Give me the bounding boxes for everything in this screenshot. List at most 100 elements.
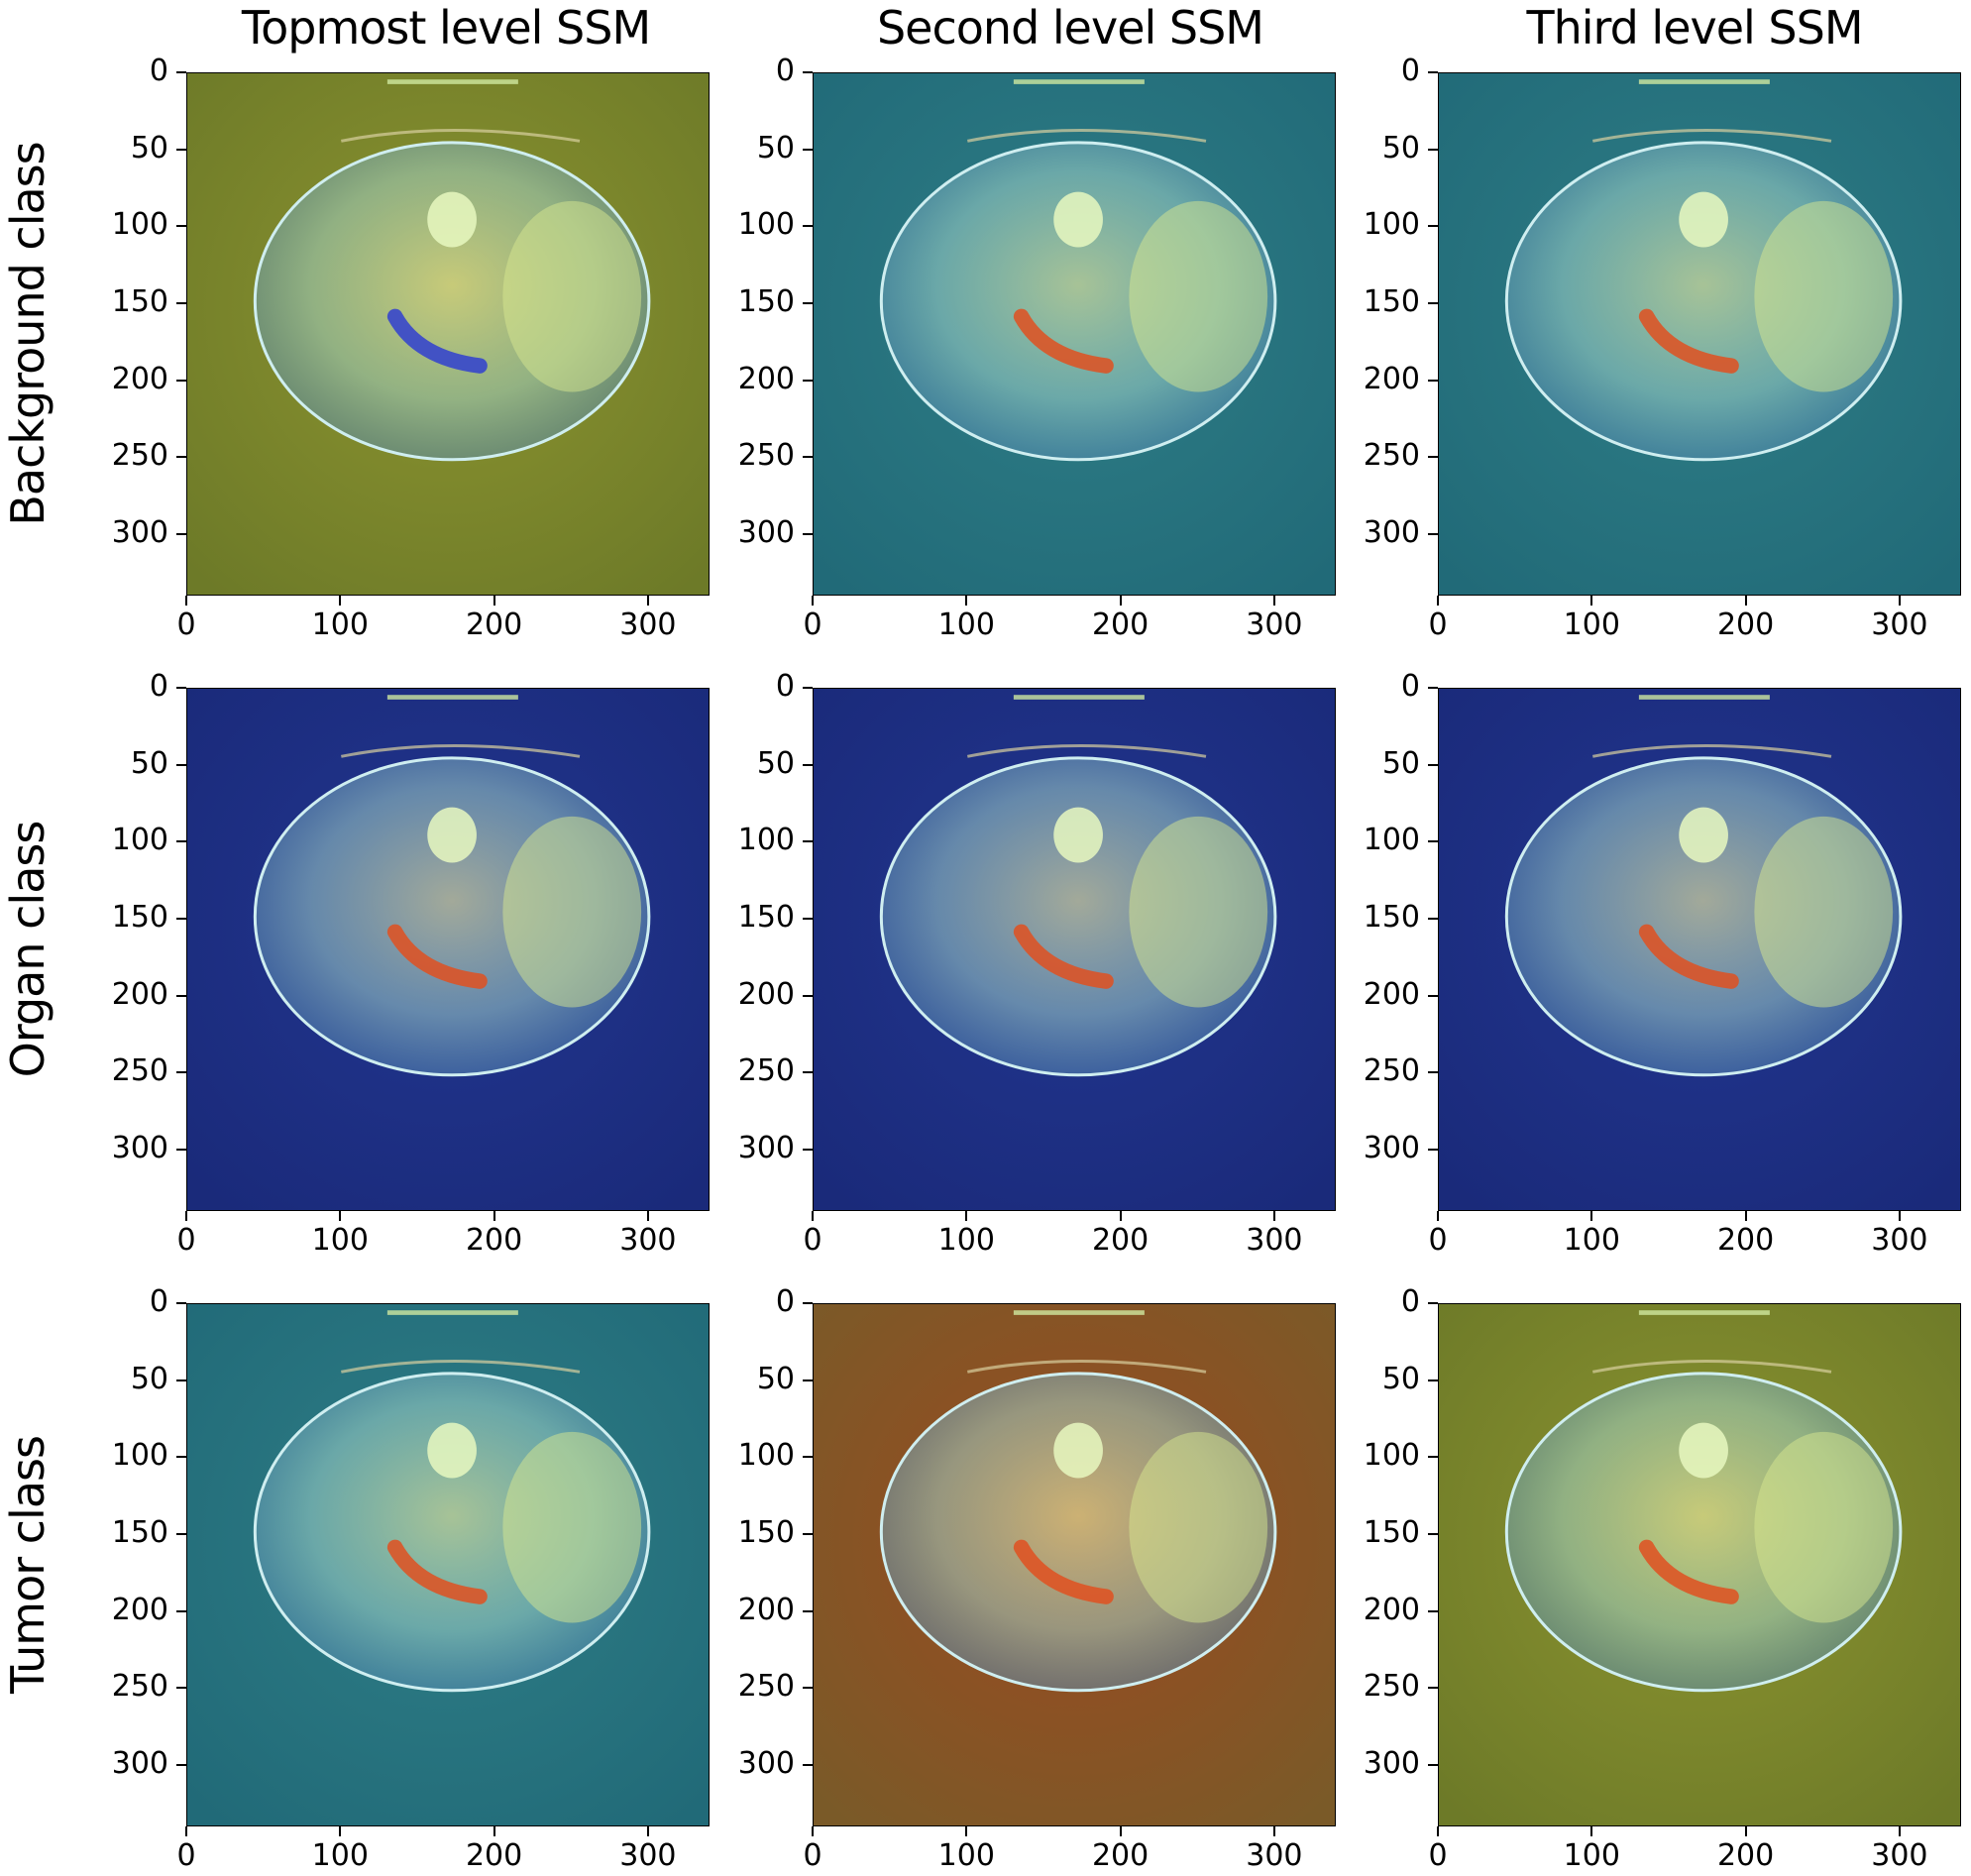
y-tick-mark: [176, 1071, 186, 1074]
y-tick-mark: [1428, 917, 1438, 920]
y-tick-label: 200: [737, 976, 795, 1012]
y-tick-mark: [176, 840, 186, 843]
x-tick-label: 300: [1871, 607, 1928, 642]
x-tick-mark: [1437, 1826, 1439, 1836]
y-tick-mark: [1428, 1071, 1438, 1074]
x-tick-mark: [493, 596, 495, 606]
activation-hotspot: [386, 924, 488, 989]
y-tick-label: 300: [111, 514, 168, 550]
y-tick-label: 150: [111, 899, 168, 935]
y-tick-label: 150: [1363, 899, 1420, 935]
y-tick-mark: [803, 1071, 813, 1074]
y-tick-label: 250: [737, 1669, 795, 1705]
y-tick-label: 50: [130, 745, 168, 781]
y-tick-mark: [1428, 687, 1438, 689]
x-tick-mark: [646, 1826, 649, 1836]
heatmap-image: [1438, 72, 1961, 596]
x-tick-label: 100: [937, 1223, 995, 1258]
spine-region: [1679, 807, 1728, 863]
liver-region: [1754, 1431, 1894, 1623]
y-tick-label: 300: [737, 1745, 795, 1781]
x-tick-mark: [1437, 596, 1439, 606]
x-tick-label: 200: [465, 607, 523, 642]
y-tick-mark: [1428, 379, 1438, 382]
liver-region: [502, 1431, 642, 1623]
y-tick-label: 150: [1363, 283, 1420, 319]
x-tick-label: 0: [1428, 1223, 1448, 1258]
activation-hotspot: [1638, 308, 1739, 374]
y-tick-label: 50: [130, 1361, 168, 1396]
y-tick-mark: [803, 1148, 813, 1151]
x-tick-label: 300: [619, 1223, 677, 1258]
y-tick-label: 300: [1363, 1130, 1420, 1165]
x-tick-label: 100: [1563, 1223, 1620, 1258]
y-tick-label: 0: [1400, 1284, 1420, 1319]
x-tick-mark: [1744, 1211, 1747, 1221]
y-tick-mark: [1428, 840, 1438, 843]
heatmap-svg: [814, 689, 1335, 1210]
heatmap-svg: [814, 73, 1335, 595]
y-tick-label: 0: [1400, 669, 1420, 704]
y-tick-label: 300: [737, 1130, 795, 1165]
y-tick-mark: [1428, 71, 1438, 73]
heatmap-image: [813, 688, 1336, 1211]
x-tick-mark: [1744, 596, 1747, 606]
y-tick-label: 150: [737, 899, 795, 935]
x-tick-label: 300: [1246, 1838, 1303, 1873]
y-tick-mark: [803, 994, 813, 997]
y-tick-label: 0: [1400, 54, 1420, 88]
x-tick-mark: [1898, 596, 1901, 606]
y-tick-label: 150: [111, 1514, 168, 1550]
y-tick-mark: [176, 456, 186, 459]
y-tick-label: 200: [1363, 361, 1420, 396]
y-tick-mark: [803, 71, 813, 73]
y-tick-mark: [803, 1379, 813, 1381]
skin-edge-arc: [1592, 1359, 1832, 1374]
y-tick-mark: [1428, 1148, 1438, 1151]
y-tick-label: 0: [775, 1284, 795, 1319]
y-tick-label: 250: [111, 1053, 168, 1089]
y-tick-mark: [176, 994, 186, 997]
table-artifact-line: [1013, 1310, 1145, 1315]
x-tick-mark: [1119, 596, 1122, 606]
x-tick-mark: [1744, 1826, 1747, 1836]
x-tick-mark: [339, 596, 342, 606]
x-tick-label: 200: [1091, 1223, 1150, 1258]
y-tick-label: 0: [149, 1284, 168, 1319]
x-tick-mark: [493, 1826, 495, 1836]
y-tick-mark: [1428, 763, 1438, 766]
y-tick-label: 0: [149, 54, 168, 88]
liver-region: [502, 200, 642, 392]
y-tick-label: 100: [1363, 823, 1420, 858]
y-tick-label: 0: [775, 669, 795, 704]
y-tick-mark: [803, 1302, 813, 1304]
y-tick-mark: [803, 763, 813, 766]
heatmap-image: [1438, 688, 1961, 1211]
y-tick-mark: [803, 225, 813, 228]
spine-region: [427, 807, 477, 863]
activation-hotspot: [386, 1539, 488, 1604]
y-tick-label: 100: [737, 823, 795, 858]
x-tick-label: 300: [619, 1838, 677, 1873]
y-tick-label: 50: [1381, 1361, 1420, 1396]
x-tick-mark: [1898, 1211, 1901, 1221]
y-tick-mark: [1428, 532, 1438, 535]
y-tick-mark: [176, 379, 186, 382]
y-tick-label: 50: [1381, 130, 1420, 166]
spine-region: [1679, 1422, 1728, 1479]
y-tick-mark: [176, 1148, 186, 1151]
x-tick-mark: [1119, 1826, 1122, 1836]
y-tick-mark: [1428, 1379, 1438, 1381]
skin-edge-arc: [967, 743, 1207, 758]
y-tick-label: 100: [1363, 1438, 1420, 1474]
activation-hotspot: [1638, 924, 1739, 989]
x-tick-label: 0: [176, 1223, 196, 1258]
x-tick-label: 300: [1246, 1223, 1303, 1258]
y-tick-mark: [176, 1302, 186, 1304]
skin-edge-arc: [967, 1359, 1207, 1374]
x-tick-mark: [812, 1211, 814, 1221]
heatmap-image: [186, 72, 710, 596]
x-tick-mark: [812, 596, 814, 606]
heatmap-image: [813, 72, 1336, 596]
x-tick-mark: [1272, 1211, 1275, 1221]
